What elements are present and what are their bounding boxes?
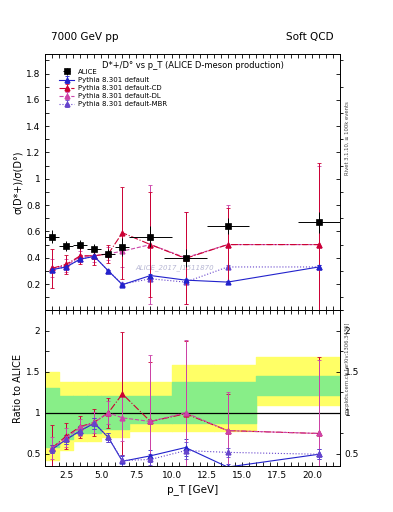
Y-axis label: σ(D*+)/σ(D°): σ(D*+)/σ(D°) <box>13 151 23 214</box>
X-axis label: p_T [GeV]: p_T [GeV] <box>167 484 218 495</box>
Legend: ALICE, Pythia 8.301 default, Pythia 8.301 default-CD, Pythia 8.301 default-DL, P: ALICE, Pythia 8.301 default, Pythia 8.30… <box>57 68 168 109</box>
Text: mcplots.cern.ch [arXiv:1306.3436]: mcplots.cern.ch [arXiv:1306.3436] <box>345 323 350 414</box>
Text: 7000 GeV pp: 7000 GeV pp <box>51 32 119 42</box>
Y-axis label: Ratio to ALICE: Ratio to ALICE <box>13 354 23 422</box>
Text: ALICE_2017_I1511870: ALICE_2017_I1511870 <box>136 264 214 271</box>
Text: D*+/D° vs p_T (ALICE D-meson production): D*+/D° vs p_T (ALICE D-meson production) <box>102 61 283 71</box>
Text: Rivet 3.1.10, ≥ 100k events: Rivet 3.1.10, ≥ 100k events <box>345 101 350 175</box>
Text: Soft QCD: Soft QCD <box>286 32 334 42</box>
